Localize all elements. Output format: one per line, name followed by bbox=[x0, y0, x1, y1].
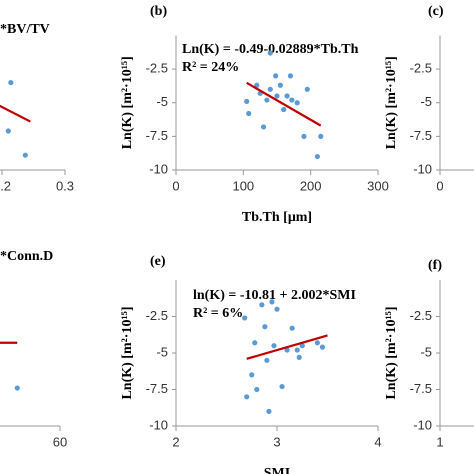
x-tick-label: 0.2 bbox=[0, 178, 11, 193]
y-tick-label: -5 bbox=[156, 94, 168, 109]
x-tick-label: 0.3 bbox=[56, 178, 74, 193]
data-point bbox=[22, 152, 28, 158]
data-point bbox=[314, 153, 320, 160]
y-tick-label: -2.5 bbox=[410, 308, 432, 323]
panel-label: (c) bbox=[428, 4, 444, 19]
data-point bbox=[14, 385, 20, 391]
data-point bbox=[249, 372, 255, 378]
y-axis-label: Ln(K) [m²·10¹⁵] bbox=[120, 56, 135, 149]
data-point bbox=[246, 110, 252, 117]
x-tick-label: 2 bbox=[172, 434, 179, 449]
y-tick-label: -5 bbox=[420, 344, 432, 359]
y-tick-label: -10 bbox=[413, 417, 432, 432]
annotation: R² = 6% bbox=[193, 306, 243, 321]
data-point bbox=[294, 347, 300, 353]
y-tick-label: -5 bbox=[156, 344, 168, 359]
data-point bbox=[281, 106, 287, 113]
data-point bbox=[299, 343, 305, 349]
data-point bbox=[254, 82, 260, 88]
data-point bbox=[301, 133, 307, 139]
data-point bbox=[262, 324, 268, 330]
x-tick-label: 300 bbox=[367, 178, 389, 193]
data-point bbox=[5, 128, 11, 134]
data-point bbox=[284, 347, 290, 353]
data-point bbox=[266, 408, 272, 414]
panel-label: (f) bbox=[428, 258, 442, 273]
data-point bbox=[264, 357, 270, 363]
data-point bbox=[296, 354, 302, 360]
data-point bbox=[271, 343, 277, 349]
data-point bbox=[318, 133, 324, 139]
y-tick-label: -2.5 bbox=[410, 61, 432, 76]
y-tick-label: -5 bbox=[420, 94, 432, 109]
fit-line bbox=[0, 104, 31, 123]
x-tick-label: 4 bbox=[374, 434, 381, 449]
x-tick-label: 0 bbox=[436, 178, 443, 193]
data-point bbox=[269, 299, 275, 305]
data-point bbox=[289, 325, 295, 331]
data-point bbox=[254, 386, 260, 393]
data-point bbox=[274, 93, 280, 99]
fit-line bbox=[246, 81, 322, 127]
y-tick-label: -2.5 bbox=[146, 61, 168, 76]
data-point bbox=[244, 98, 250, 105]
x-tick-label: 200 bbox=[300, 178, 322, 193]
data-point bbox=[289, 97, 295, 103]
data-point bbox=[242, 315, 248, 321]
x-tick-label: 1 bbox=[436, 434, 443, 449]
annotation: *BV/TV bbox=[0, 22, 50, 37]
x-axis-label: Tb.Th [μm] bbox=[242, 210, 312, 225]
data-point bbox=[273, 73, 279, 79]
data-point bbox=[274, 306, 280, 312]
annotation: *Conn.D bbox=[0, 249, 53, 264]
x-tick-label: 60 bbox=[53, 434, 67, 449]
fit-line bbox=[246, 334, 328, 360]
data-point bbox=[279, 383, 285, 390]
data-point bbox=[304, 86, 310, 92]
data-point bbox=[264, 97, 270, 103]
y-tick-label: -7.5 bbox=[410, 381, 432, 396]
data-point bbox=[277, 82, 283, 88]
data-point bbox=[267, 50, 273, 56]
y-tick-label: -7.5 bbox=[146, 128, 168, 143]
y-tick-label: -10 bbox=[149, 161, 168, 176]
y-tick-label: -7.5 bbox=[146, 381, 168, 396]
data-point bbox=[8, 79, 14, 86]
data-point bbox=[294, 100, 300, 106]
data-point bbox=[259, 302, 265, 308]
annotation: R² = 24% bbox=[182, 60, 239, 75]
data-point bbox=[244, 394, 250, 400]
data-point bbox=[267, 86, 273, 92]
y-axis-label: Ln(K) [m²·10¹⁵] bbox=[120, 306, 135, 399]
data-point bbox=[252, 340, 258, 346]
panel-label: (e) bbox=[150, 254, 166, 269]
data-point bbox=[284, 93, 290, 99]
y-axis-label: Ln(K) [m²·10¹⁵] bbox=[384, 306, 399, 399]
x-tick-label: 3 bbox=[273, 434, 280, 449]
y-axis-label: Ln(K) [m²·10¹⁵] bbox=[384, 56, 399, 149]
y-tick-label: -10 bbox=[149, 417, 168, 432]
panel-label: (b) bbox=[150, 4, 167, 19]
data-point bbox=[260, 124, 267, 130]
annotation: Ln(K) = -0.49-0.02889*Tb.Th bbox=[182, 42, 359, 57]
data-point bbox=[287, 73, 294, 79]
y-tick-label: -7.5 bbox=[410, 128, 432, 143]
y-tick-label: -10 bbox=[413, 161, 432, 176]
y-tick-label: -2.5 bbox=[146, 308, 168, 323]
annotation: ln(K) = -10.81 + 2.002*SMI bbox=[193, 288, 356, 303]
x-tick-label: 0 bbox=[172, 178, 179, 193]
data-point bbox=[314, 340, 320, 346]
x-axis-label: SMI bbox=[264, 466, 290, 474]
x-tick-label: 100 bbox=[232, 178, 254, 193]
data-point bbox=[319, 344, 326, 350]
